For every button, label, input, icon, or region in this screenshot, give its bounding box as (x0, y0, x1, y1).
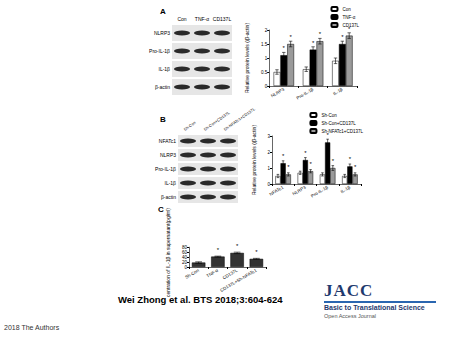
svg-text:1: 1 (265, 56, 268, 61)
svg-text:IL-1β: IL-1β (340, 185, 352, 195)
svg-text:0.5: 0.5 (261, 70, 268, 75)
svg-text:Sh-Con: Sh-Con (184, 268, 200, 280)
html-text:Wei Zhong et al. BTS 2018;3:60: Wei Zhong et al. BTS 2018;3:604-624 (118, 294, 283, 305)
svg-text:*: * (312, 40, 315, 46)
svg-text:80: 80 (182, 245, 188, 250)
svg-text:*: * (332, 158, 335, 164)
svg-text:Sh-NFATc1+CD137L: Sh-NFATc1+CD137L (321, 129, 363, 134)
svg-text:CD137L+Sh-NFATc1: CD137L+Sh-NFATc1 (219, 268, 258, 293)
svg-text:*: * (217, 247, 220, 253)
svg-text:IL-1β: IL-1β (165, 180, 177, 186)
svg-text:Sh-Con+CD137L: Sh-Con+CD137L (202, 110, 231, 132)
html-text:Basic to Translational Science: Basic to Translational Science (324, 304, 425, 311)
svg-text:IL-1β: IL-1β (159, 66, 171, 72)
html-text:2018 The Authors: 2018 The Authors (4, 324, 60, 331)
html-text:Open Access Journal: Open Access Journal (324, 313, 376, 319)
svg-text:2: 2 (265, 28, 268, 33)
svg-text:CD137L: CD137L (342, 23, 359, 28)
svg-text:TNF-α: TNF-α (195, 16, 209, 22)
svg-text:3: 3 (267, 134, 270, 139)
svg-text:NLRP3: NLRP3 (270, 87, 285, 99)
svg-text:*: * (283, 45, 286, 51)
svg-text:0: 0 (267, 182, 270, 187)
svg-text:*: * (236, 243, 239, 249)
svg-text:B: B (160, 115, 166, 124)
svg-text:A: A (160, 7, 166, 16)
svg-text:Pro-IL-1β: Pro-IL-1β (296, 87, 315, 101)
svg-text:TNF-α: TNF-α (342, 15, 355, 20)
svg-text:Concentration of IL-1β in supe: Concentration of IL-1β in supernatant(pg… (165, 208, 171, 297)
svg-text:*: * (282, 153, 285, 159)
svg-text:Sh-Con: Sh-Con (321, 113, 337, 118)
svg-text:*: * (289, 34, 292, 40)
svg-text:β-actin: β-actin (155, 84, 170, 90)
svg-text:20: 20 (182, 260, 188, 265)
svg-text:0: 0 (184, 265, 187, 270)
svg-text:1.5: 1.5 (261, 42, 268, 47)
svg-text:*: * (319, 31, 322, 37)
svg-text:NFATc1: NFATc1 (159, 138, 176, 144)
svg-text:Pro-IL-1β: Pro-IL-1β (310, 185, 329, 199)
svg-text:C: C (158, 205, 164, 214)
svg-text:*: * (354, 164, 357, 170)
svg-text:NLRP3: NLRP3 (292, 185, 307, 197)
svg-text:0: 0 (265, 84, 268, 89)
svg-text:Sh-Con: Sh-Con (183, 120, 197, 132)
svg-text:Relative protein levels (/β-ac: Relative protein levels (/β-actin) (251, 125, 257, 195)
html-text:JACC: JACC (324, 281, 374, 300)
svg-text:*: * (309, 161, 312, 167)
svg-text:Pro-IL-1β: Pro-IL-1β (155, 166, 176, 172)
svg-text:*: * (341, 34, 344, 40)
svg-text:NLRP3: NLRP3 (154, 30, 170, 36)
svg-text:*: * (287, 164, 290, 170)
svg-text:β-actin: β-actin (161, 194, 176, 200)
svg-text:*: * (255, 249, 258, 255)
svg-text:Con: Con (177, 16, 186, 22)
svg-text:Con: Con (342, 7, 351, 12)
svg-text:Pro-IL-1β: Pro-IL-1β (149, 48, 170, 54)
svg-text:60: 60 (182, 250, 188, 255)
svg-text:NFATc1: NFATc1 (269, 185, 285, 197)
svg-text:IL-1β: IL-1β (332, 87, 344, 97)
svg-text:Sh-Con+CD137L: Sh-Con+CD137L (321, 121, 356, 126)
svg-text:1: 1 (267, 166, 270, 171)
svg-text:2: 2 (267, 150, 270, 155)
svg-text:CD137L: CD137L (213, 16, 232, 22)
svg-text:NLRP3: NLRP3 (160, 152, 176, 158)
svg-text:Sh-NFATc1+CD137L: Sh-NFATc1+CD137L (222, 106, 256, 132)
svg-text:TNF-α: TNF-α (206, 268, 220, 279)
svg-text:*: * (349, 156, 352, 162)
svg-text:Relative protein levels (/β-ac: Relative protein levels (/β-actin) (244, 23, 250, 93)
svg-text:*: * (304, 150, 307, 156)
svg-text:40: 40 (182, 255, 188, 260)
